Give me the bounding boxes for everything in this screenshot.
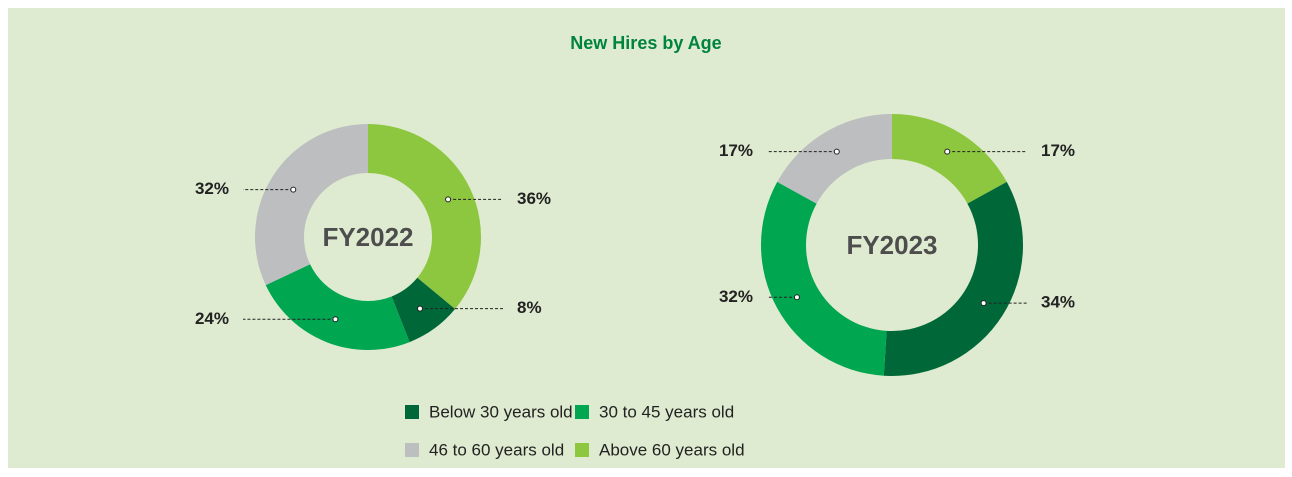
slice	[883, 181, 1023, 377]
data-label: 24%	[195, 309, 229, 328]
data-label: 8%	[517, 298, 542, 317]
leader-dot	[793, 294, 800, 301]
legend-swatch	[575, 405, 589, 419]
slice	[391, 277, 456, 343]
leader-dot	[445, 196, 452, 203]
leader-dot	[332, 316, 339, 323]
data-label: 32%	[195, 179, 229, 198]
legend-label: 46 to 60 years old	[429, 440, 564, 459]
legend-label: 30 to 45 years old	[599, 402, 734, 421]
data-label: 36%	[517, 189, 551, 208]
slice	[777, 114, 892, 204]
slice	[892, 114, 1007, 204]
legend-swatch	[405, 405, 419, 419]
data-label: 17%	[719, 141, 753, 160]
center-label: FY2022	[322, 222, 413, 252]
leader-dot	[833, 148, 840, 155]
leader-dot	[417, 305, 424, 312]
slice	[255, 124, 368, 286]
leader-dot	[980, 300, 987, 307]
chart-title: New Hires by Age	[570, 33, 721, 53]
data-label: 34%	[1041, 293, 1075, 312]
data-label: 32%	[719, 287, 753, 306]
legend-swatch	[405, 443, 419, 457]
center-label: FY2023	[846, 230, 937, 260]
slice	[368, 124, 481, 310]
leader-dot	[290, 186, 297, 193]
legend-swatch	[575, 443, 589, 457]
leader-dot	[944, 148, 951, 155]
data-label: 17%	[1041, 141, 1075, 160]
slice	[760, 181, 887, 376]
legend-label: Below 30 years old	[429, 402, 573, 421]
legend-label: Above 60 years old	[599, 440, 745, 459]
panel	[8, 8, 1285, 468]
slice	[265, 264, 410, 350]
